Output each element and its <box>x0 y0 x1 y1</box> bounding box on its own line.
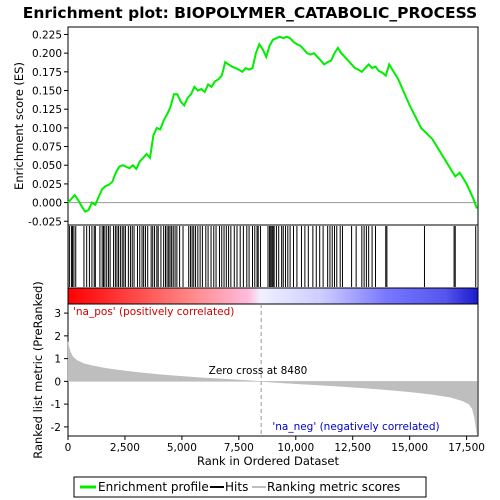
es-y-tick-label: 0.000 <box>32 198 62 210</box>
es-y-tick-label: 0.025 <box>32 179 62 191</box>
hits-panel <box>67 224 479 289</box>
metric-x-tick-label: 0 <box>65 442 72 454</box>
metric-x-tick-label: 5,000 <box>167 442 197 454</box>
metric-y-tick-label: -2 <box>51 422 61 434</box>
es-y-tick-label: 0.150 <box>32 86 62 98</box>
es-y-tick-label: 0.200 <box>32 48 62 60</box>
metric-y-tick-label: 2 <box>54 331 61 343</box>
es-y-tick-label: 0.225 <box>32 29 62 41</box>
metric-y-tick-label: 0 <box>54 376 61 388</box>
metric-y-tick-label: 3 <box>54 308 61 320</box>
metric-plot-frame <box>67 303 479 437</box>
metric-x-tick-label: 2,500 <box>110 442 140 454</box>
legend-frame <box>73 476 427 498</box>
metric-x-tick-label: 12,500 <box>334 442 371 454</box>
metric-x-tick-label: 7,500 <box>224 442 254 454</box>
metric-y-tick-label: 1 <box>54 354 61 366</box>
legend-metric-label: Ranking metric scores <box>267 480 400 494</box>
metric-y-axis-label: Ranked list metric (PreRanked) <box>31 281 45 459</box>
es-y-tick-label: 0.075 <box>32 142 62 154</box>
legend: Enrichment profile Hits Ranking metric s… <box>73 476 427 498</box>
metric-x-tick-label: 15,000 <box>391 442 428 454</box>
zero-cross-annotation: Zero cross at 8480 <box>209 365 308 377</box>
metric-x-axis-label: Rank in Ordered Dataset <box>197 454 340 468</box>
legend-enrichment-label: Enrichment profile <box>98 480 209 494</box>
metric-panel: -2 -1 0 1 2 3 0 2,500 5,000 7,500 10,000 12,500 15,… <box>31 281 485 468</box>
es-plot-frame <box>67 26 479 226</box>
es-panel: -0.025 0.000 0.025 0.050 0.075 0.100 0.125 0.15… <box>12 26 479 228</box>
es-y-tick-label: 0.125 <box>32 104 62 116</box>
metric-x-tick-label: 10,000 <box>277 442 314 454</box>
metric-x-tick-label: 17,500 <box>448 442 485 454</box>
metric-y-ticks: -2 -1 0 1 2 3 <box>51 308 68 434</box>
es-y-tick-label: -0.025 <box>28 216 62 228</box>
es-y-tick-label: 0.175 <box>32 67 62 79</box>
es-y-axis-label: Enrichment score (ES) <box>12 62 26 190</box>
metric-x-ticks: 0 2,500 5,000 7,500 10,000 12,500 15,000 17,500 <box>65 436 485 454</box>
legend-hits-label: Hits <box>225 480 248 494</box>
es-y-tick-label: 0.100 <box>32 123 62 135</box>
rank-color-bar <box>67 287 479 305</box>
es-y-ticks: -0.025 0.000 0.025 0.050 0.075 0.100 0.125 0.15… <box>28 29 68 228</box>
es-y-tick-label: 0.050 <box>32 160 62 172</box>
metric-y-tick-label: -1 <box>51 399 61 411</box>
na-neg-annotation: 'na_neg' (negatively correlated) <box>272 421 439 433</box>
enrichment-profile-line <box>67 35 478 213</box>
na-pos-annotation: 'na_pos' (positively correlated) <box>73 306 234 318</box>
chart-title: Enrichment plot: BIOPOLYMER_CATABOLIC_PR… <box>23 4 477 22</box>
hits-lines <box>68 226 477 287</box>
